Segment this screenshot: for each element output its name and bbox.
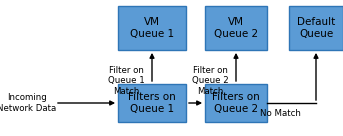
FancyBboxPatch shape	[205, 6, 267, 50]
FancyBboxPatch shape	[205, 84, 267, 122]
FancyBboxPatch shape	[118, 6, 186, 50]
Text: Filters on
Queue 2: Filters on Queue 2	[212, 92, 260, 114]
FancyBboxPatch shape	[289, 6, 343, 50]
Text: Filters on
Queue 1: Filters on Queue 1	[128, 92, 176, 114]
Text: Filter on
Queue 2
Match: Filter on Queue 2 Match	[192, 66, 228, 96]
Text: VM
Queue 2: VM Queue 2	[214, 17, 258, 39]
Text: VM
Queue 1: VM Queue 1	[130, 17, 174, 39]
Text: Filter on
Queue 1
Match: Filter on Queue 1 Match	[108, 66, 144, 96]
Text: Incoming
Network Data: Incoming Network Data	[0, 93, 57, 113]
FancyBboxPatch shape	[118, 84, 186, 122]
Text: No Match: No Match	[260, 109, 300, 118]
Text: Default
Queue: Default Queue	[297, 17, 335, 39]
